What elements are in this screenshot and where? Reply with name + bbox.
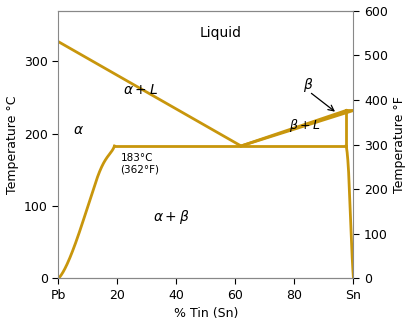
Text: $\alpha$: $\alpha$ [73,123,84,137]
Y-axis label: Temperature °C: Temperature °C [5,95,19,194]
Text: $\beta$: $\beta$ [303,76,314,94]
Text: $\alpha + \beta$: $\alpha + \beta$ [153,208,190,226]
Y-axis label: Temperature °F: Temperature °F [393,96,407,193]
Text: $\alpha + L$: $\alpha + L$ [123,83,158,97]
X-axis label: % Tin (Sn): % Tin (Sn) [174,307,238,320]
Text: $\beta + L$: $\beta + L$ [288,117,320,134]
Text: Liquid: Liquid [200,26,242,40]
Text: 183°C
(362°F): 183°C (362°F) [120,153,159,175]
